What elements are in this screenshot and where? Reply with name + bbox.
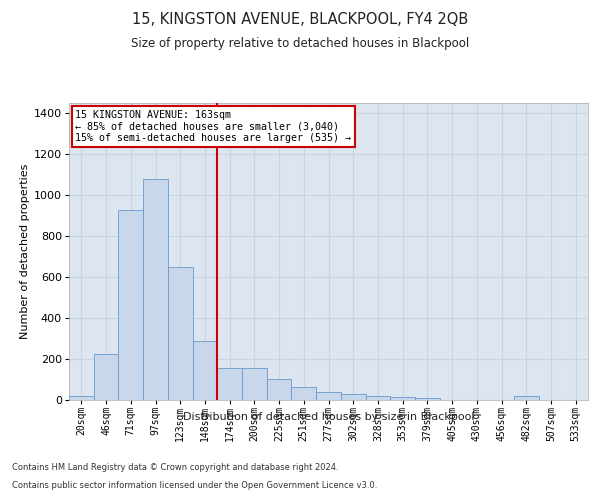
Bar: [168, 266, 193, 400]
Text: Contains HM Land Registry data © Crown copyright and database right 2024.: Contains HM Land Registry data © Crown c…: [12, 462, 338, 471]
Bar: [94, 354, 118, 400]
Bar: [390, 397, 415, 400]
Bar: [514, 396, 539, 400]
Bar: [292, 386, 316, 400]
Bar: [242, 368, 267, 400]
Text: 15, KINGSTON AVENUE, BLACKPOOL, FY4 2QB: 15, KINGSTON AVENUE, BLACKPOOL, FY4 2QB: [132, 12, 468, 28]
Bar: [365, 396, 390, 400]
Bar: [415, 398, 440, 400]
Bar: [267, 380, 292, 400]
Bar: [118, 210, 143, 400]
Text: Contains public sector information licensed under the Open Government Licence v3: Contains public sector information licen…: [12, 481, 377, 490]
Bar: [341, 394, 365, 400]
Bar: [69, 396, 94, 400]
Bar: [193, 340, 217, 400]
Bar: [316, 392, 341, 400]
Text: 15 KINGSTON AVENUE: 163sqm
← 85% of detached houses are smaller (3,040)
15% of s: 15 KINGSTON AVENUE: 163sqm ← 85% of deta…: [75, 110, 351, 143]
Bar: [143, 180, 168, 400]
Bar: [217, 368, 242, 400]
Text: Size of property relative to detached houses in Blackpool: Size of property relative to detached ho…: [131, 38, 469, 51]
Text: Distribution of detached houses by size in Blackpool: Distribution of detached houses by size …: [183, 412, 475, 422]
Y-axis label: Number of detached properties: Number of detached properties: [20, 164, 30, 339]
